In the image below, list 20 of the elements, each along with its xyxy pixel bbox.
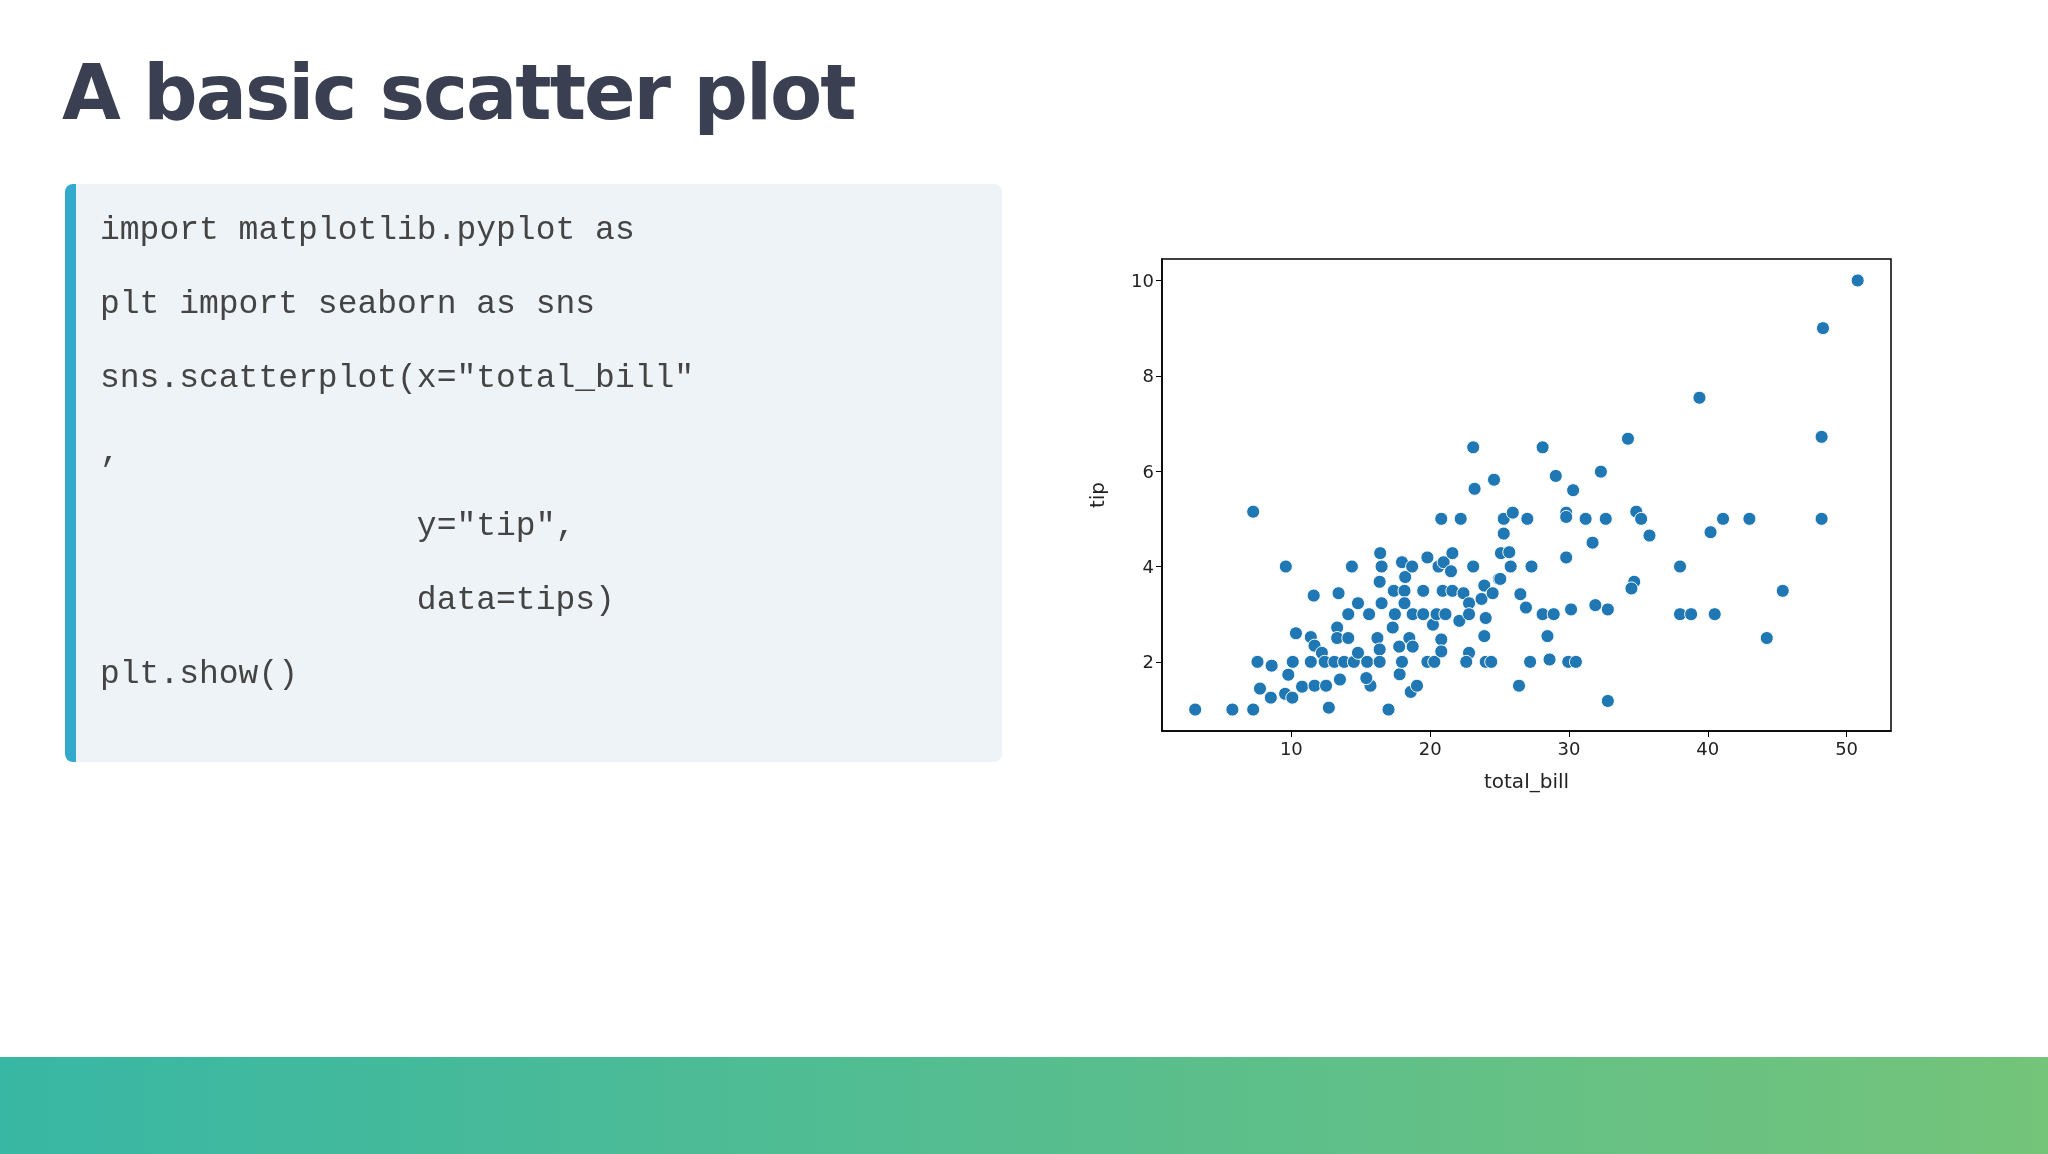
y-tick-label: 4 <box>1142 556 1154 578</box>
text: plt import seaborn as sns <box>100 286 596 323</box>
x-tick-label: 10 <box>1279 737 1303 759</box>
y-tick-label: 6 <box>1142 460 1154 482</box>
y-tick-label: 10 <box>1131 269 1154 291</box>
text: y="tip", <box>415 508 576 545</box>
text: A basic scatter plot <box>62 48 855 137</box>
y-axis-title: tip <box>1085 481 1109 509</box>
x-tick-label: 20 <box>1418 737 1442 759</box>
text: plt.show() <box>100 656 299 693</box>
text: sns.scatterplot(x="total_bill" <box>100 360 695 397</box>
text: import matplotlib.pyplot as <box>100 212 635 249</box>
text: , <box>100 434 120 471</box>
text: data=tips) <box>415 582 615 619</box>
x-tick-label: 30 <box>1557 737 1581 759</box>
y-tick-label: 2 <box>1142 651 1154 673</box>
x-tick-label: 40 <box>1696 737 1720 759</box>
y-tick-label: 8 <box>1142 365 1154 387</box>
x-tick-label: 50 <box>1835 737 1859 759</box>
x-axis-title: total_bill <box>1483 769 1570 793</box>
